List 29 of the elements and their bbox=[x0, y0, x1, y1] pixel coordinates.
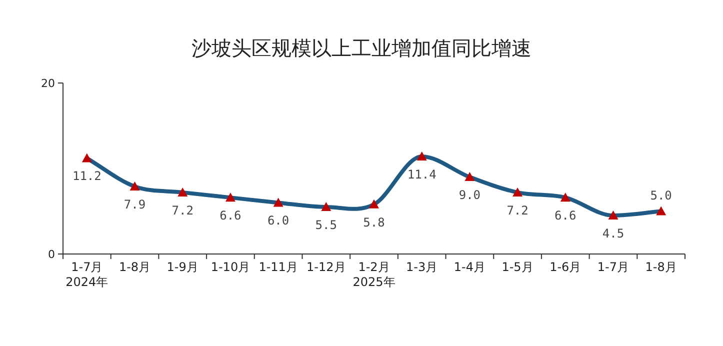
x-tick-label: 1-6月 bbox=[550, 260, 582, 274]
x-tick-label: 1-9月 bbox=[166, 260, 198, 274]
x-tick-label: 1-11月 bbox=[258, 260, 298, 274]
data-label: 5.8 bbox=[363, 215, 385, 230]
y-tick-label: 0 bbox=[48, 248, 55, 261]
x-tick-label: 1-4月 bbox=[454, 260, 486, 274]
data-label: 6.6 bbox=[220, 208, 242, 223]
x-tick-label: 1-8月 bbox=[645, 260, 677, 274]
y-tick-label: 20 bbox=[41, 77, 55, 90]
chart-title: 沙坡头区规模以上工业增加值同比增速 bbox=[192, 36, 532, 60]
x-tick-label: 1-7月 bbox=[597, 260, 630, 274]
data-label: 6.6 bbox=[554, 208, 576, 223]
data-label: 7.9 bbox=[124, 197, 146, 212]
data-label: 4.5 bbox=[602, 226, 624, 241]
x-tick-label: 1-2月 2025年 bbox=[352, 260, 396, 289]
data-label: 7.2 bbox=[172, 203, 194, 218]
data-label: 11.4 bbox=[407, 168, 436, 182]
data-label: 6.0 bbox=[267, 214, 290, 228]
data-label: 11.2 bbox=[72, 169, 102, 184]
x-tick-label: 1-3月 bbox=[406, 260, 438, 274]
data-label: 5.0 bbox=[650, 188, 672, 202]
data-label: 7.2 bbox=[506, 203, 528, 218]
data-label: 9.0 bbox=[458, 188, 481, 202]
x-tick-label: 1-12月 bbox=[306, 260, 346, 274]
x-tick-label: 1-8月 bbox=[118, 260, 151, 274]
x-tick-label: 1-7月 2024年 bbox=[66, 260, 108, 289]
x-tick-label: 1-10月 bbox=[210, 260, 250, 274]
x-tick-label: 1-5月 bbox=[502, 260, 534, 274]
data-label: 5.5 bbox=[315, 218, 337, 232]
